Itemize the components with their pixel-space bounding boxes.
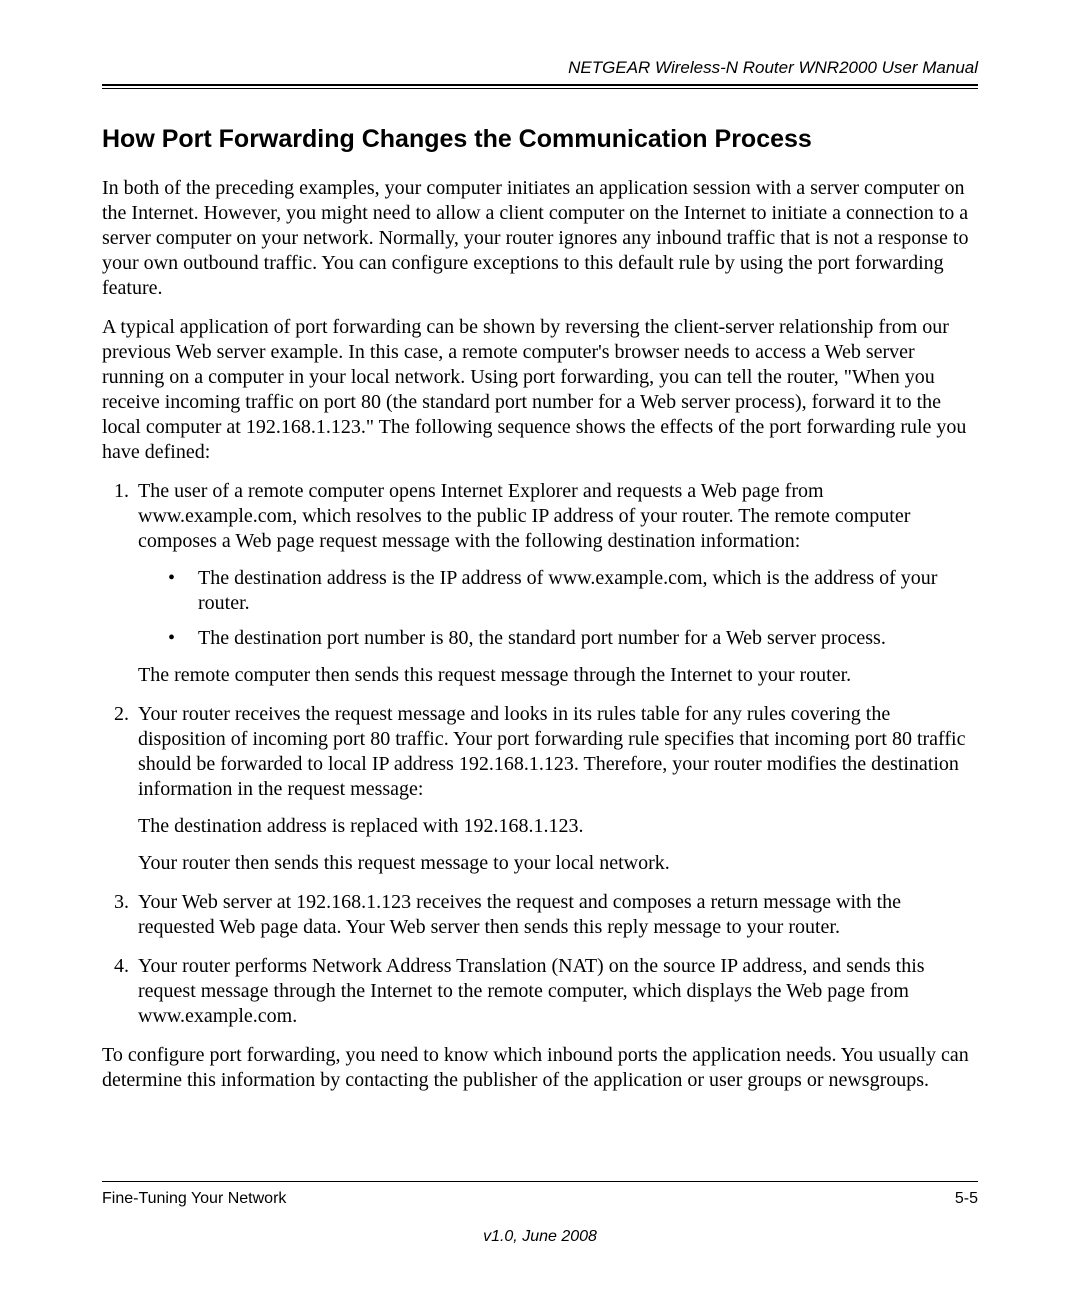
footer-section-name: Fine-Tuning Your Network bbox=[102, 1190, 286, 1208]
list-item-text: Your router then sends this request mess… bbox=[138, 851, 978, 876]
bullet-item: The destination address is the IP addres… bbox=[168, 566, 978, 616]
paragraph: A typical application of port forwarding… bbox=[102, 315, 978, 465]
paragraph: In both of the preceding examples, your … bbox=[102, 176, 978, 301]
list-item: The user of a remote computer opens Inte… bbox=[134, 479, 978, 688]
footer-row: Fine-Tuning Your Network 5-5 bbox=[102, 1190, 978, 1208]
ordered-list: The user of a remote computer opens Inte… bbox=[102, 479, 978, 1029]
bullet-list: The destination address is the IP addres… bbox=[138, 566, 978, 651]
manual-title: NETGEAR Wireless-N Router WNR2000 User M… bbox=[102, 58, 978, 78]
bullet-item: The destination port number is 80, the s… bbox=[168, 626, 978, 651]
list-item-text: Your Web server at 192.168.1.123 receive… bbox=[138, 891, 901, 938]
list-item-text: Your router receives the request message… bbox=[138, 702, 978, 802]
page-footer: Fine-Tuning Your Network 5-5 bbox=[102, 1181, 978, 1208]
page-number: 5-5 bbox=[955, 1190, 978, 1208]
list-item: Your router receives the request message… bbox=[134, 702, 978, 876]
list-item-text: The destination address is replaced with… bbox=[138, 814, 978, 839]
list-item: Your Web server at 192.168.1.123 receive… bbox=[134, 890, 978, 940]
list-item-text: The remote computer then sends this requ… bbox=[138, 663, 978, 688]
paragraph: To configure port forwarding, you need t… bbox=[102, 1043, 978, 1093]
list-item-text: The user of a remote computer opens Inte… bbox=[138, 479, 978, 554]
list-item-text: Your router performs Network Address Tra… bbox=[138, 955, 925, 1027]
list-item: Your router performs Network Address Tra… bbox=[134, 954, 978, 1029]
section-title: How Port Forwarding Changes the Communic… bbox=[102, 125, 978, 154]
footer-divider bbox=[102, 1181, 978, 1182]
header-divider bbox=[102, 84, 978, 89]
footer-version: v1.0, June 2008 bbox=[0, 1228, 1080, 1246]
